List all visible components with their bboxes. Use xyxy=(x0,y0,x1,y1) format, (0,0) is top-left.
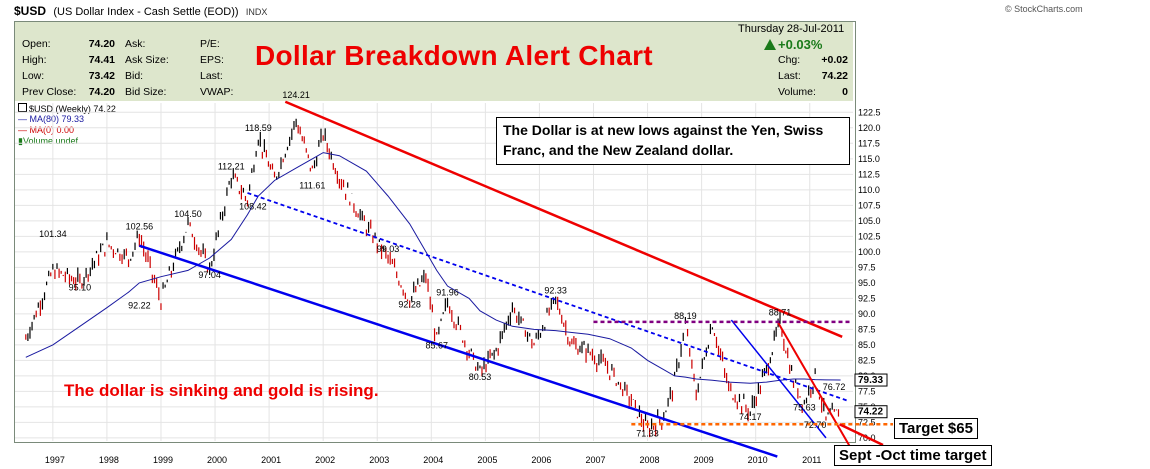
y-tick-label: 120.0 xyxy=(858,123,881,133)
target-label: Target $65 xyxy=(894,418,978,439)
prevclose-label: Prev Close: xyxy=(22,86,77,98)
y-tick-label: 107.5 xyxy=(858,200,881,210)
x-tick-label: 1998 xyxy=(99,455,119,465)
open-label: Open: xyxy=(22,38,51,50)
legend-ma0: — MA(0) 0.00 xyxy=(18,125,74,135)
x-tick-label: 2007 xyxy=(585,455,605,465)
y-tick-label: 72.5 xyxy=(858,417,876,427)
y-tick-label: 70.0 xyxy=(858,433,876,443)
high-label: High: xyxy=(22,54,47,66)
legend-ma80: — MA(80) 79.33 xyxy=(18,114,84,124)
low-label: Low: xyxy=(22,70,45,82)
last-label-mid: Last: xyxy=(200,70,223,82)
quote-panel xyxy=(15,22,853,101)
chg-value: +0.02 xyxy=(821,54,848,66)
last-label: Last: xyxy=(778,70,801,82)
y-flag-label: 74.22 xyxy=(858,407,883,418)
legend-volume-label: Volume undef xyxy=(22,136,78,146)
last-value: 74.22 xyxy=(821,70,848,82)
y-tick-label: 105.0 xyxy=(858,216,881,226)
open-value: 74.20 xyxy=(88,38,115,50)
legend-ma80-label: MA(80) 79.33 xyxy=(29,114,85,124)
pe-label: P/E: xyxy=(200,38,220,50)
prevclose-value: 74.20 xyxy=(88,86,115,98)
y-tick-label: 85.0 xyxy=(858,340,876,350)
symbol: $USD xyxy=(14,4,47,18)
exchange: INDX xyxy=(245,7,268,17)
y-flag-label: 79.33 xyxy=(858,375,883,386)
eps-label: EPS: xyxy=(200,54,224,66)
volume-value: 0 xyxy=(842,86,848,98)
chart-title: Dollar Breakdown Alert Chart xyxy=(255,40,653,71)
ask-label: Ask: xyxy=(125,38,146,50)
y-tick-label: 75.0 xyxy=(858,402,876,412)
y-flag-box xyxy=(854,405,888,419)
y-tick-label: 100.0 xyxy=(858,247,881,257)
x-tick-label: 2000 xyxy=(207,455,227,465)
x-tick-label: 2003 xyxy=(369,455,389,465)
y-flag-box xyxy=(854,373,888,387)
x-tick-label: 2005 xyxy=(477,455,497,465)
asksize-label: Ask Size: xyxy=(125,54,169,66)
y-tick-label: 80.0 xyxy=(858,371,876,381)
y-tick-label: 77.5 xyxy=(858,386,876,396)
y-tick-label: 87.5 xyxy=(858,324,876,334)
volume-label: Volume: xyxy=(778,86,816,98)
timing-label: Sept -Oct time target xyxy=(834,445,992,466)
x-tick-label: 2008 xyxy=(640,455,660,465)
y-tick-label: 117.5 xyxy=(858,138,880,148)
legend-ma80-icon: — xyxy=(18,114,30,124)
symbol-description: (US Dollar Index - Cash Settle (EOD)) xyxy=(53,6,239,18)
x-tick-label: 2004 xyxy=(423,455,443,465)
y-tick-label: 102.5 xyxy=(858,231,881,241)
y-tick-label: 97.5 xyxy=(858,262,876,272)
bid-label: Bid: xyxy=(125,70,144,82)
vwap-label: VWAP: xyxy=(200,86,234,98)
legend-price-icon xyxy=(18,103,27,112)
legend-ma0-icon: — xyxy=(18,125,30,135)
x-tick-label: 2002 xyxy=(315,455,335,465)
legend-ma0-label: MA(0) 0.00 xyxy=(29,125,75,135)
change-percent: +0.03% xyxy=(778,37,823,52)
chart-header: $USD (US Dollar Index - Cash Settle (EOD… xyxy=(14,4,267,18)
x-tick-label: 1999 xyxy=(153,455,173,465)
x-tick-label: 2006 xyxy=(531,455,551,465)
high-value: 74.41 xyxy=(88,54,115,66)
y-tick-label: 92.5 xyxy=(858,293,876,303)
y-tick-label: 115.0 xyxy=(858,154,880,164)
bidsize-label: Bid Size: xyxy=(125,86,167,98)
x-tick-label: 2010 xyxy=(748,455,768,465)
x-tick-label: 1997 xyxy=(45,455,65,465)
legend-volume-icon: ▮ xyxy=(18,136,23,146)
sinking-annotation: The dollar is sinking and gold is rising… xyxy=(64,381,379,400)
y-tick-label: 82.5 xyxy=(858,355,876,365)
note-box: The Dollar is at new lows against the Ye… xyxy=(496,117,850,165)
y-tick-label: 122.5 xyxy=(858,107,881,117)
x-tick-label: 2001 xyxy=(261,455,281,465)
credit: © StockCharts.com xyxy=(1005,4,1083,14)
y-tick-label: 112.5 xyxy=(858,169,880,179)
quote-date: Thursday 28-Jul-2011 xyxy=(738,23,845,35)
x-tick-label: 2011 xyxy=(802,455,821,465)
y-tick-label: 90.0 xyxy=(858,309,876,319)
legend-price: $USD (Weekly) 74.22 xyxy=(18,103,116,114)
up-arrow-icon xyxy=(764,39,776,50)
legend-price-label: $USD (Weekly) 74.22 xyxy=(29,104,116,114)
low-value: 73.42 xyxy=(88,70,115,82)
y-tick-label: 110.0 xyxy=(858,185,880,195)
legend-volume: ▮Volume undef xyxy=(18,136,78,147)
chg-label: Chg: xyxy=(778,54,801,66)
x-tick-label: 2009 xyxy=(694,455,714,465)
y-tick-label: 95.0 xyxy=(858,278,876,288)
